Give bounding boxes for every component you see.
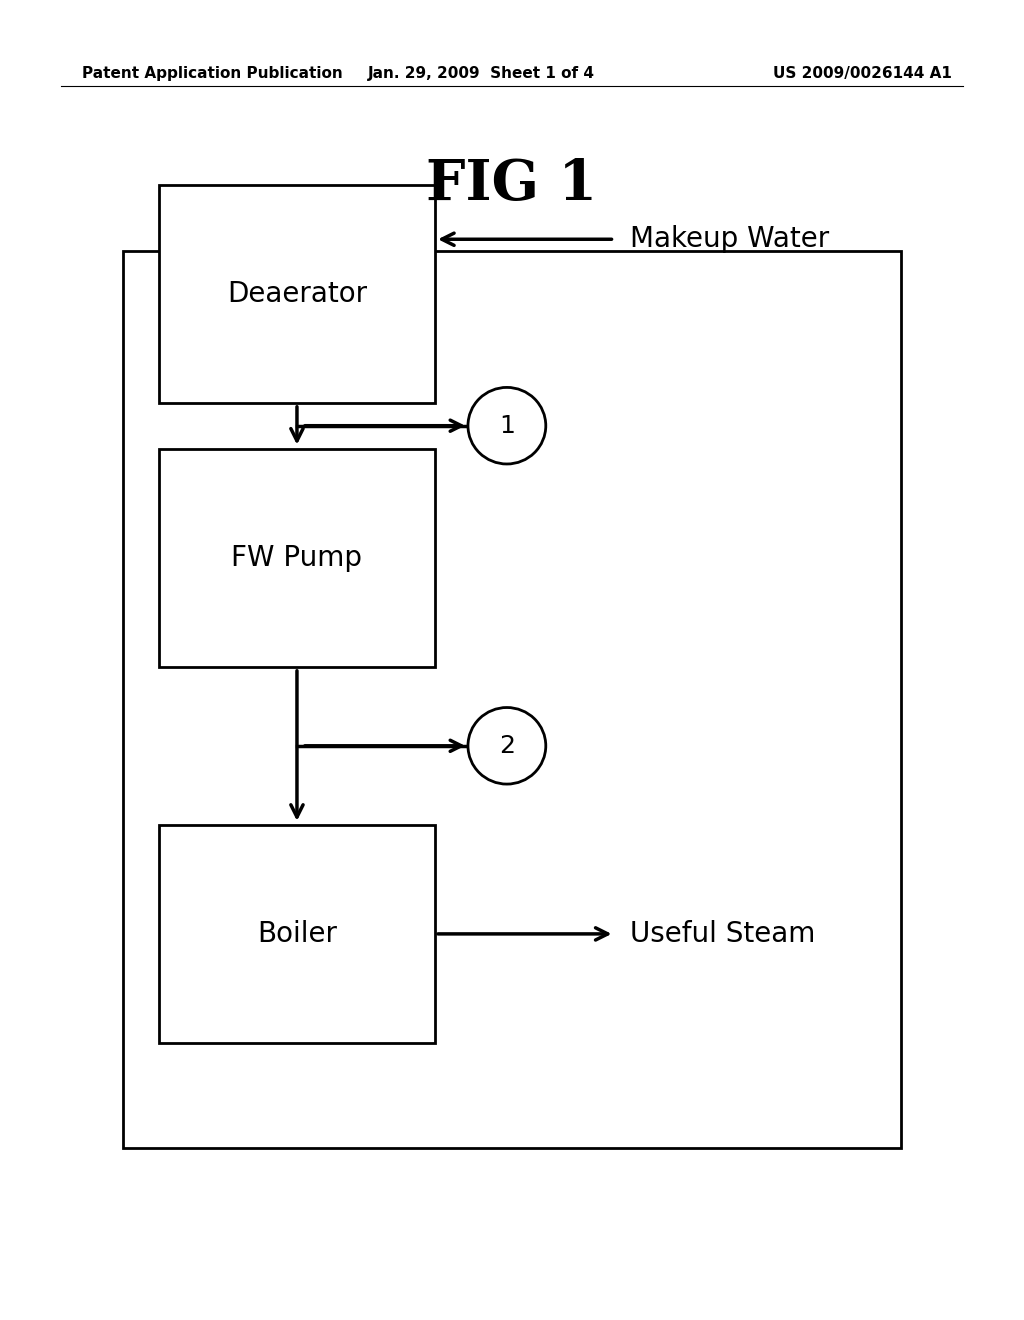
Text: Boiler: Boiler xyxy=(257,920,337,948)
Text: US 2009/0026144 A1: US 2009/0026144 A1 xyxy=(773,66,952,82)
Text: FW Pump: FW Pump xyxy=(231,544,362,572)
Text: 2: 2 xyxy=(499,734,515,758)
Bar xyxy=(159,825,435,1043)
Text: Makeup Water: Makeup Water xyxy=(630,226,829,253)
Ellipse shape xyxy=(468,388,546,465)
Text: 1: 1 xyxy=(499,413,515,438)
Bar xyxy=(159,185,435,403)
Bar xyxy=(159,449,435,667)
Text: Deaerator: Deaerator xyxy=(227,280,367,308)
Text: Jan. 29, 2009  Sheet 1 of 4: Jan. 29, 2009 Sheet 1 of 4 xyxy=(368,66,595,82)
Text: Useful Steam: Useful Steam xyxy=(630,920,815,948)
Ellipse shape xyxy=(468,708,546,784)
Text: Patent Application Publication: Patent Application Publication xyxy=(82,66,343,82)
Text: FIG 1: FIG 1 xyxy=(427,157,597,213)
Bar xyxy=(123,251,901,1148)
